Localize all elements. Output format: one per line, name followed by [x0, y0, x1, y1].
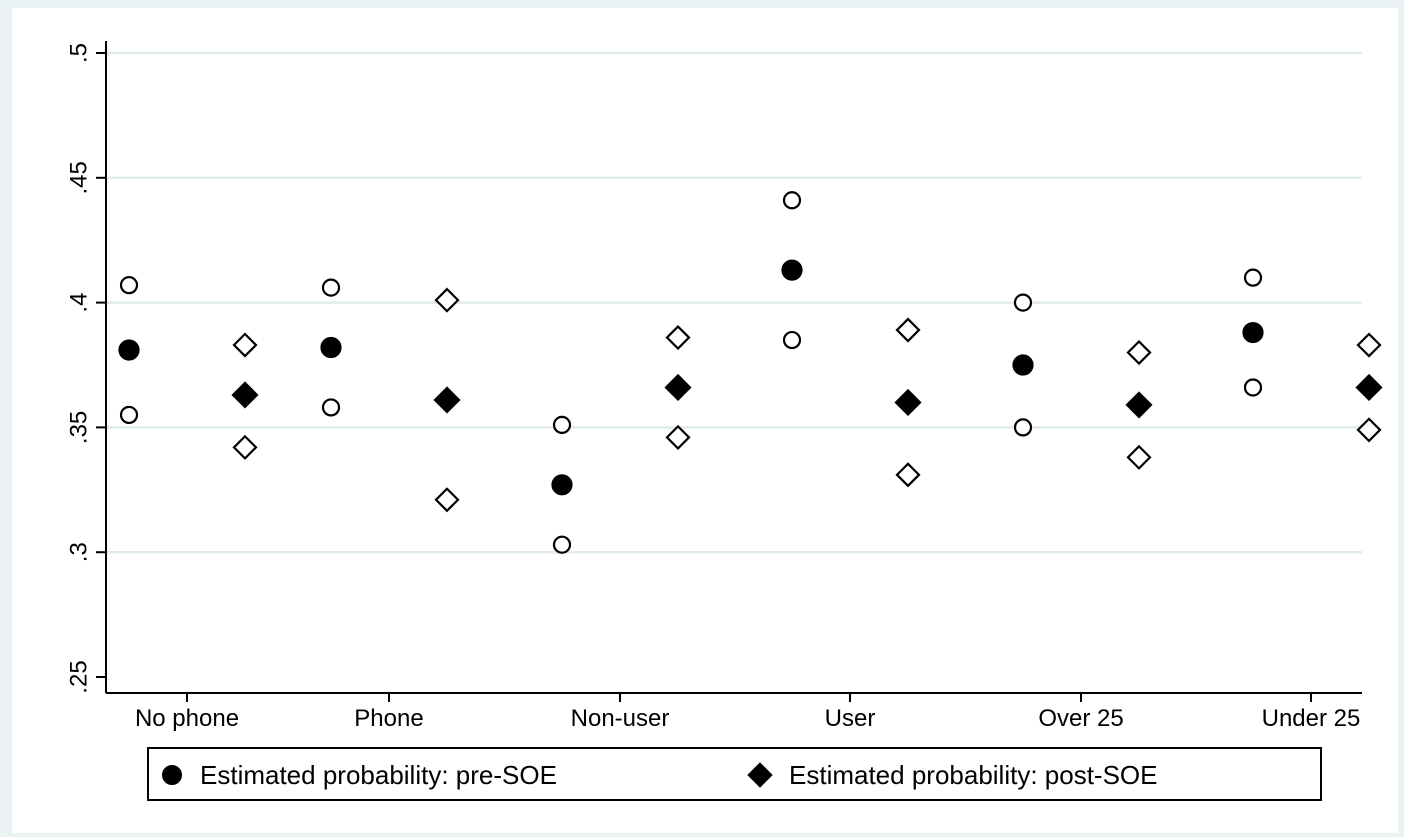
- y-axis: .25 .3 .35 .4 .45 .5: [65, 41, 107, 694]
- circle-ci-lower: [321, 398, 341, 417]
- legend: Estimated probability: pre-SOE Estimated …: [147, 747, 1322, 801]
- circle-ci-lower: [1243, 378, 1263, 397]
- diamond-estimate: [894, 388, 922, 416]
- legend-label-pre: Estimated probability: pre-SOE: [200, 760, 557, 790]
- circle-ci-lower: [1013, 418, 1033, 437]
- diamond-ci-upper: [434, 287, 460, 313]
- circle-ci-lower: [119, 405, 139, 425]
- circle-ci-lower: [782, 330, 802, 350]
- diamond-estimate: [1125, 391, 1153, 419]
- circle-estimate: [118, 339, 140, 361]
- legend-circle-marker: [162, 765, 182, 785]
- diamond-estimate: [433, 386, 461, 414]
- legend-label-post: Estimated probability: post-SOE: [789, 760, 1158, 790]
- data-marks: [118, 191, 1383, 554]
- y-tick-label: .45: [65, 161, 92, 194]
- gridlines: [106, 51, 1362, 554]
- x-axis: No phone Phone Non-user User Over 25 Under 25: [106, 692, 1362, 732]
- x-tick-label: Phone: [354, 705, 423, 732]
- circle-estimate: [1242, 321, 1264, 344]
- circle-ci-upper: [552, 415, 572, 435]
- circle-estimate: [1012, 354, 1034, 376]
- circle-estimate: [551, 474, 573, 496]
- diamond-ci-upper: [665, 324, 691, 351]
- diamond-ci-lower: [1356, 417, 1382, 443]
- diamond-ci-lower: [434, 487, 460, 513]
- legend-diamond-marker: [747, 762, 773, 788]
- diamond-estimate: [231, 381, 259, 409]
- x-tick-label: Under 25: [1262, 705, 1361, 732]
- circle-ci-upper: [1243, 268, 1263, 287]
- x-tick-label: Non-user: [571, 705, 670, 732]
- y-tick-label: .5: [65, 43, 92, 63]
- circle-ci-upper: [119, 276, 139, 295]
- diamond-ci-upper: [1356, 332, 1382, 358]
- x-tick-label: No phone: [135, 705, 239, 732]
- diamond-ci-lower: [895, 462, 921, 488]
- diamond-estimate: [664, 373, 692, 402]
- x-tick-label: Over 25: [1038, 705, 1123, 732]
- x-tick-label: User: [825, 705, 876, 732]
- y-tick-label: .3: [65, 542, 92, 562]
- diamond-ci-lower: [232, 434, 258, 460]
- circle-ci-upper: [782, 191, 802, 210]
- circle-ci-lower: [552, 535, 572, 554]
- diamond-ci-upper: [895, 317, 921, 343]
- y-tick-label: .25: [65, 660, 92, 693]
- diamond-ci-upper: [1126, 339, 1152, 366]
- y-tick-label: .35: [65, 411, 92, 444]
- diamond-ci-upper: [232, 332, 258, 358]
- circle-ci-upper: [1013, 293, 1033, 312]
- circle-estimate: [320, 336, 342, 359]
- circle-estimate: [781, 259, 803, 281]
- plot-area: [12, 8, 1398, 833]
- diamond-ci-lower: [1126, 444, 1152, 470]
- diamond-ci-lower: [665, 424, 691, 450]
- diamond-estimate: [1355, 373, 1383, 402]
- legend-box: [147, 747, 1322, 801]
- circle-ci-upper: [321, 278, 341, 297]
- y-tick-label: .4: [65, 293, 92, 313]
